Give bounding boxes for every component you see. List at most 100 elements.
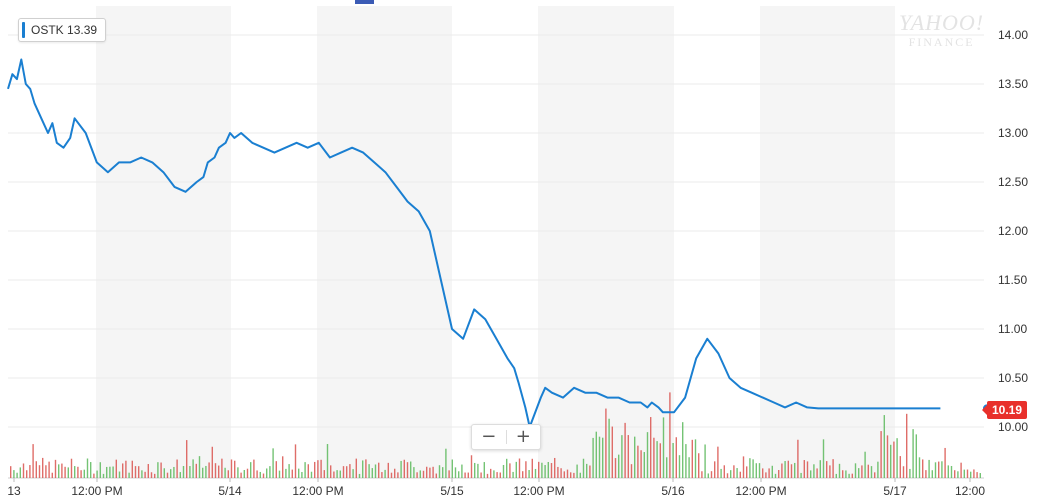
volume-bar (422, 470, 425, 478)
volume-bar (752, 459, 754, 478)
x-tick-label: 12:00 PM (513, 484, 564, 498)
volume-bar (544, 465, 546, 478)
volume-bar (691, 439, 693, 478)
x-tick-label: 5/16 (661, 484, 685, 498)
volume-bar (739, 471, 741, 478)
volume-bar (349, 464, 351, 478)
volume-bar (851, 473, 853, 478)
volume-bar (394, 468, 396, 478)
volume-bar (502, 464, 505, 478)
x-tick-label: 12:00 PM (735, 484, 786, 498)
volume-bar (861, 465, 863, 478)
volume-bar (250, 462, 252, 478)
volume-bar (13, 470, 15, 478)
volume-bar (77, 466, 79, 478)
volume-bar (605, 408, 607, 478)
volume-bar (109, 466, 111, 478)
volume-bar (99, 462, 101, 478)
volume-bar (896, 438, 898, 478)
volume-bar (266, 468, 268, 478)
volume-bar (115, 459, 117, 478)
volume-bar (634, 436, 636, 478)
volume-bar (259, 471, 261, 478)
volume-bar (931, 470, 933, 478)
volume-bar (432, 466, 434, 478)
volume-bar (656, 441, 658, 478)
x-tick-label: 12:00 PM (292, 484, 343, 498)
volume-bar (134, 466, 137, 478)
volume-bar (208, 462, 210, 478)
volume-bar (726, 473, 729, 478)
volume-bar (474, 462, 476, 478)
volume-bar (307, 464, 309, 478)
x-tick-label: 13 (7, 484, 21, 498)
volume-bar (528, 470, 530, 478)
volume-bar (627, 435, 629, 478)
volume-bar (42, 457, 44, 478)
volume-bar (643, 452, 645, 478)
volume-bar (496, 472, 498, 478)
volume-bar (141, 470, 143, 478)
volume-bar (829, 465, 831, 478)
volume-bar (186, 440, 188, 478)
volume-bar (166, 472, 169, 478)
volume-bar (234, 460, 236, 478)
volume-bar (493, 470, 495, 478)
volume-bar (934, 462, 937, 478)
volume-bar (426, 466, 428, 478)
volume-bar (397, 472, 399, 478)
volume-bar (374, 464, 377, 478)
y-tick-label: 13.50 (998, 77, 1028, 91)
volume-bar (650, 417, 652, 478)
volume-bar (144, 471, 146, 478)
volume-bar (480, 472, 482, 478)
y-tick-label: 10.50 (998, 371, 1028, 385)
volume-bar (451, 459, 453, 478)
volume-bar (765, 472, 767, 478)
volume-bar (701, 471, 703, 478)
volume-bar (346, 466, 348, 478)
shade-band-0 (96, 6, 231, 478)
volume-bar (419, 470, 421, 478)
volume-bar (272, 448, 274, 478)
volume-bar (51, 472, 53, 478)
volume-bar (672, 443, 674, 478)
volume-bar (464, 472, 466, 478)
volume-bar (867, 464, 869, 478)
volume-bar (675, 437, 677, 478)
volume-bar (381, 472, 383, 478)
volume-bar (509, 463, 511, 478)
range-marker[interactable] (355, 0, 374, 4)
zoom-in-button[interactable]: + (507, 425, 541, 449)
volume-bar (602, 437, 604, 478)
volume-bar (771, 465, 773, 478)
shade-band-3 (760, 6, 895, 478)
volume-bar (45, 465, 47, 478)
legend-badge[interactable]: OSTK 13.39 (18, 18, 107, 42)
volume-bar (678, 455, 681, 478)
volume-bar (253, 459, 255, 478)
volume-bar (598, 436, 601, 478)
volume-bar (74, 466, 76, 478)
volume-bar (845, 470, 847, 478)
volume-bar (618, 454, 620, 478)
volume-bar (458, 471, 460, 478)
zoom-out-button[interactable]: − (472, 425, 506, 449)
volume-bar (669, 392, 671, 478)
volume-bar (646, 432, 649, 478)
volume-bar (262, 473, 265, 478)
volume-bar (973, 469, 975, 478)
volume-bar (176, 459, 178, 478)
volume-bar (22, 463, 25, 478)
volume-bar (237, 467, 239, 478)
volume-bar (883, 415, 885, 478)
volume-bar (486, 473, 489, 478)
volume-bar (589, 465, 591, 478)
volume-bar (70, 458, 73, 478)
volume-bar (810, 470, 812, 478)
volume-bar (477, 463, 479, 478)
volume-bar (138, 466, 140, 478)
legend-color-swatch (22, 22, 25, 38)
volume-bar (685, 444, 687, 478)
